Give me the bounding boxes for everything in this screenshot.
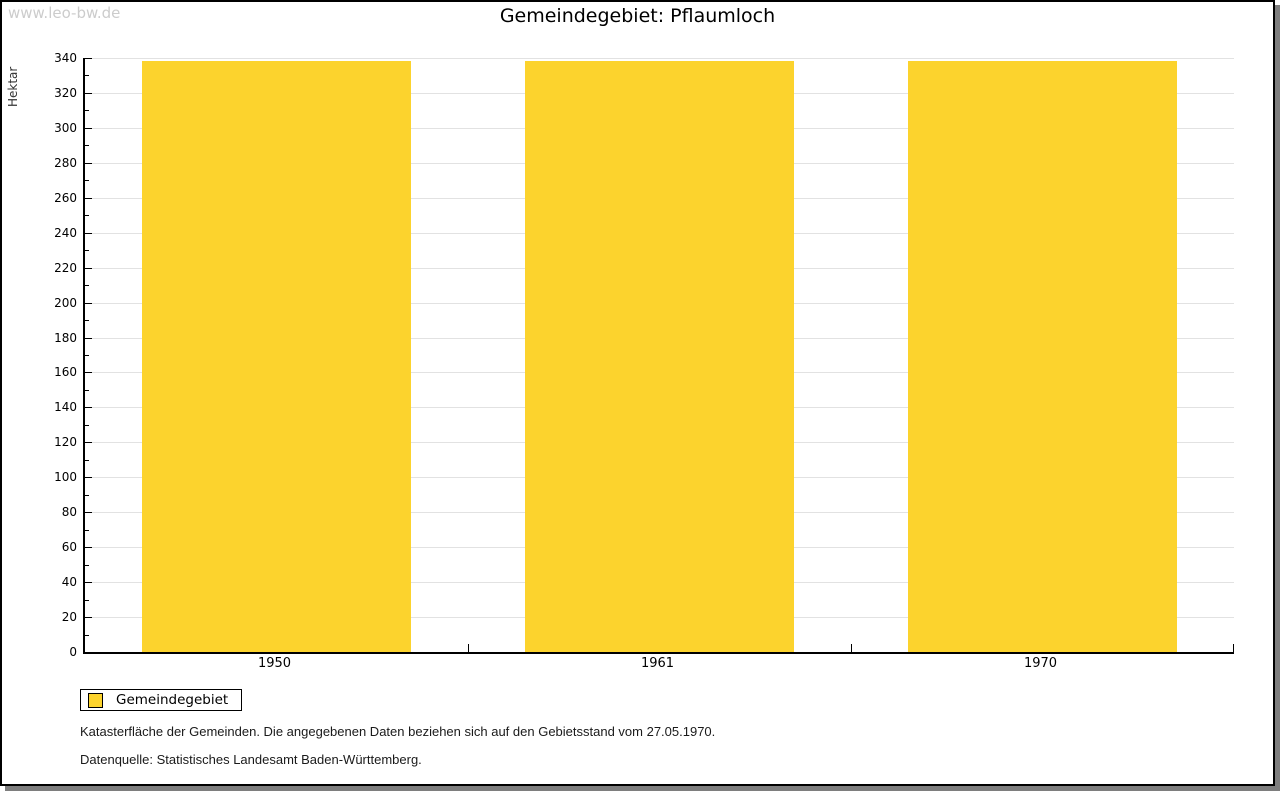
footer: Katasterfläche der Gemeinden. Die angege… [80,724,1180,780]
y-minor-tick [85,425,89,426]
y-major-tick [85,233,92,234]
bar [142,61,411,652]
x-tick-label: 1970 [1023,656,1058,671]
y-minor-tick [85,460,89,461]
y-tick-label: 260 [54,190,77,205]
y-gridline [85,58,1234,59]
y-minor-tick [85,110,89,111]
y-major-tick [85,477,92,478]
y-tick-label: 320 [54,85,77,100]
y-major-tick [85,163,92,164]
y-minor-tick [85,250,89,251]
y-minor-tick [85,355,89,356]
y-tick-label: 300 [54,120,77,135]
y-tick-label: 100 [54,470,77,485]
y-tick-label: 0 [69,645,77,659]
y-minor-tick [85,495,89,496]
y-tick-label: 180 [54,330,77,345]
y-tick-label: 80 [61,505,77,520]
y-minor-tick [85,390,89,391]
x-boundary-tick [468,644,469,652]
y-minor-tick [85,215,89,216]
y-tick-label: 160 [54,365,77,380]
y-minor-tick [85,320,89,321]
y-minor-tick [85,565,89,566]
y-major-tick [85,303,92,304]
legend-label: Gemeindegebiet [116,692,229,708]
y-tick-label: 120 [54,435,77,450]
y-minor-tick [85,180,89,181]
x-tick-label: 1961 [640,656,675,671]
y-minor-tick [85,285,89,286]
y-major-tick [85,617,92,618]
footer-note: Katasterfläche der Gemeinden. Die angege… [80,724,716,739]
legend-swatch-icon [88,692,103,708]
watermark: www.leo-bw.de [8,4,121,22]
y-minor-tick [85,530,89,531]
plot-area [83,58,1234,654]
y-major-tick [85,512,92,513]
y-tick-label: 200 [54,295,77,310]
y-tick-label: 340 [54,51,77,65]
footer-source: Datenquelle: Statistisches Landesamt Bad… [80,752,422,767]
y-tick-label: 140 [54,400,77,415]
y-major-tick [85,93,92,94]
bar [525,61,794,652]
legend: Gemeindegebiet [80,689,242,711]
y-tick-label: 280 [54,155,77,170]
y-tick-label: 240 [54,225,77,240]
y-major-tick [85,198,92,199]
y-major-tick [85,268,92,269]
y-major-tick [85,58,92,59]
y-major-tick [85,407,92,408]
y-tick-label: 220 [54,260,77,275]
x-boundary-tick [851,644,852,652]
x-tick-label: 1950 [257,656,292,671]
axis-right-stub [1233,644,1234,652]
y-major-tick [85,582,92,583]
y-major-tick [85,442,92,443]
bar [908,61,1177,652]
chart-title: Gemeindegebiet: Pflaumloch [499,5,776,27]
y-minor-tick [85,75,89,76]
y-tick-label: 20 [61,610,77,625]
y-major-tick [85,128,92,129]
y-minor-tick [85,145,89,146]
y-minor-tick [85,600,89,601]
y-tick-label: 60 [61,540,77,555]
y-major-tick [85,547,92,548]
y-tick-label: 40 [61,575,77,590]
y-major-tick [85,338,92,339]
y-minor-tick [85,635,89,636]
y-major-tick [85,372,92,373]
